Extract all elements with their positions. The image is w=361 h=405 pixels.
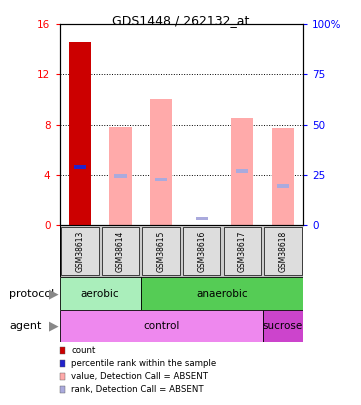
Text: ▶: ▶	[49, 287, 58, 300]
Bar	[236, 169, 248, 173]
Bar	[155, 178, 167, 181]
FancyBboxPatch shape	[224, 227, 261, 275]
Bar	[277, 184, 289, 188]
Text: GSM38616: GSM38616	[197, 230, 206, 272]
Bar	[69, 42, 91, 225]
Text: anaerobic: anaerobic	[196, 289, 248, 298]
Text: aerobic: aerobic	[81, 289, 119, 298]
Bar	[196, 217, 208, 220]
Bar	[231, 118, 253, 225]
FancyBboxPatch shape	[183, 227, 220, 275]
Text: ▶: ▶	[49, 320, 58, 333]
Text: GDS1448 / 262132_at: GDS1448 / 262132_at	[112, 14, 249, 27]
Bar	[272, 128, 294, 225]
Bar	[60, 277, 141, 310]
Text: rank, Detection Call = ABSENT: rank, Detection Call = ABSENT	[71, 385, 204, 394]
Text: value, Detection Call = ABSENT: value, Detection Call = ABSENT	[71, 372, 209, 381]
Bar	[141, 277, 303, 310]
Text: count: count	[71, 346, 96, 355]
Bar	[263, 310, 303, 342]
Text: GSM38614: GSM38614	[116, 230, 125, 272]
Bar	[74, 165, 86, 169]
FancyBboxPatch shape	[142, 227, 180, 275]
Bar	[150, 100, 172, 225]
Bar	[60, 310, 263, 342]
Text: agent: agent	[9, 321, 42, 331]
Bar	[109, 127, 132, 225]
Text: control: control	[143, 321, 179, 331]
FancyBboxPatch shape	[61, 227, 99, 275]
Text: sucrose: sucrose	[263, 321, 303, 331]
Bar	[114, 174, 127, 178]
Text: protocol: protocol	[9, 289, 54, 298]
Text: GSM38617: GSM38617	[238, 230, 247, 272]
Text: percentile rank within the sample: percentile rank within the sample	[71, 359, 217, 368]
Text: GSM38618: GSM38618	[278, 230, 287, 272]
Text: GSM38615: GSM38615	[157, 230, 166, 272]
FancyBboxPatch shape	[102, 227, 139, 275]
FancyBboxPatch shape	[264, 227, 302, 275]
Text: GSM38613: GSM38613	[75, 230, 84, 272]
